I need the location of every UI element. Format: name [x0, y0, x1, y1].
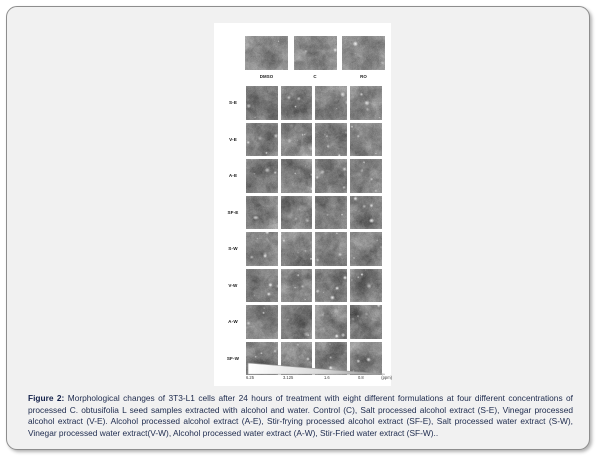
micrograph-cell	[350, 159, 382, 193]
control-micrograph-dmso	[245, 36, 288, 70]
micrograph-cell	[280, 86, 313, 120]
micrograph-cell	[280, 122, 313, 156]
control-label-c: C	[313, 74, 317, 79]
micrograph-cell	[315, 122, 347, 156]
figure-caption-text: Morphological changes of 3T3-L1 cells af…	[28, 393, 574, 438]
micrograph-cell	[315, 305, 347, 339]
micrograph-row: V-W	[220, 268, 385, 304]
control-panel-row	[245, 36, 385, 70]
micrograph-cell	[315, 268, 347, 302]
row-cells	[246, 122, 382, 156]
micrograph-cell	[246, 86, 278, 120]
row-label-a-w: A-W	[228, 319, 238, 325]
micrograph-cell	[280, 232, 313, 266]
micrograph-row: A-E	[220, 158, 385, 194]
row-cells	[246, 159, 382, 193]
row-cells	[246, 195, 382, 229]
concentration-label-0: 6.25	[246, 375, 254, 380]
concentration-unit-label: (ppm)	[381, 375, 392, 380]
row-label-s-w: S-W	[228, 246, 238, 252]
micrograph-cell	[246, 159, 278, 193]
micrograph-cell	[350, 195, 382, 229]
row-label-s-e: S-E	[228, 100, 238, 106]
micrograph-row: V-E	[220, 122, 385, 158]
micrograph-row: A-W	[220, 304, 385, 340]
micrograph-cell	[280, 159, 313, 193]
concentration-label-row: 6.25 3.125 1.6 0.8 (ppm)	[242, 375, 392, 384]
row-label-sf-w: SF-W	[226, 355, 240, 361]
row-label-v-w: V-W	[228, 282, 238, 288]
micrograph-row: S-E	[220, 85, 385, 121]
concentration-label-1: 3.125	[283, 375, 294, 380]
micrograph-cell	[246, 122, 278, 156]
row-cells	[246, 305, 382, 339]
micrograph-cell	[315, 195, 347, 229]
micrograph-cell	[315, 232, 347, 266]
micrograph-cell	[280, 305, 313, 339]
micrograph-cell	[350, 86, 382, 120]
row-cells	[246, 86, 382, 120]
micrograph-cell	[246, 305, 278, 339]
micrograph-cell	[350, 305, 382, 339]
figure-plate: DMSO C RO S-E V-E A-E SF-E S-W V-W A-W SF-W 6.2…	[214, 23, 392, 386]
micrograph-row: SF-E	[220, 195, 385, 231]
figure-card: DMSO C RO S-E V-E A-E SF-E S-W V-W A-W SF-W 6.2…	[6, 6, 590, 450]
control-label-dmso: DMSO	[259, 74, 274, 79]
micrograph-cell	[350, 341, 382, 375]
concentration-gradient-wedge	[247, 362, 386, 376]
concentration-label-2: 1.6	[324, 375, 330, 380]
micrograph-cell	[246, 195, 278, 229]
control-label-ro: RO	[360, 74, 367, 79]
micrograph-cell	[350, 232, 382, 266]
row-label-a-e: A-E	[228, 173, 238, 179]
micrograph-cell	[246, 232, 278, 266]
row-label-sf-e: SF-E	[227, 209, 239, 215]
row-cells	[246, 268, 382, 302]
control-micrograph-ro	[342, 36, 385, 70]
row-label-v-e: V-E	[229, 136, 237, 142]
concentration-label-3: 0.8	[358, 375, 364, 380]
micrograph-cell	[280, 268, 313, 302]
control-label-row: DMSO C RO	[245, 72, 385, 82]
micrograph-row: S-W	[220, 231, 385, 267]
figure-caption: Figure 2: Morphological changes of 3T3-L…	[28, 393, 573, 439]
micrograph-cell	[350, 268, 382, 302]
micrograph-cell	[350, 122, 382, 156]
micrograph-cell	[315, 86, 347, 120]
control-micrograph-c	[293, 36, 337, 70]
micrograph-cell	[246, 268, 278, 302]
micrograph-grid: S-E V-E A-E SF-E S-W V-W A-W SF-W	[220, 85, 385, 377]
micrograph-cell	[315, 159, 347, 193]
row-cells	[246, 232, 382, 266]
micrograph-cell	[280, 195, 313, 229]
figure-caption-label: Figure 2:	[28, 393, 65, 403]
